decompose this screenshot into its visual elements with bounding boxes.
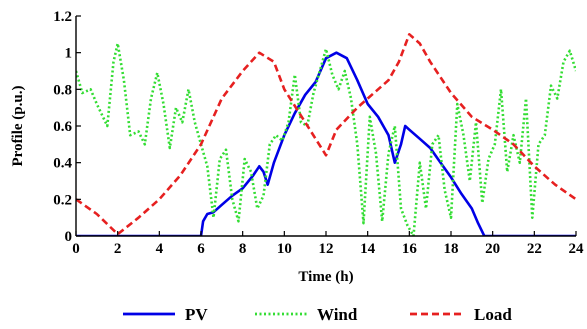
x-tick-label: 18 xyxy=(444,241,459,257)
x-tick-label: 8 xyxy=(239,241,247,257)
y-tick-label: 0.4 xyxy=(53,156,72,172)
x-tick-label: 16 xyxy=(402,241,418,257)
x-axis-label: Time (h) xyxy=(298,269,353,285)
legend-label-pv: PV xyxy=(185,305,208,324)
y-tick-label: 0 xyxy=(65,229,73,245)
y-axis-label: Profile (p.u.) xyxy=(10,86,26,167)
x-tick-label: 22 xyxy=(527,241,542,257)
y-tick-label: 1.2 xyxy=(53,9,72,25)
y-tick-label: 0.8 xyxy=(53,82,72,98)
legend-label-wind: Wind xyxy=(317,305,358,324)
y-tick-label: 0.6 xyxy=(53,119,72,135)
x-tick-label: 2 xyxy=(114,241,122,257)
legend-label-load: Load xyxy=(474,305,512,324)
x-tick-label: 4 xyxy=(156,241,164,257)
x-tick-label: 14 xyxy=(360,241,376,257)
x-tick-label: 24 xyxy=(569,241,585,257)
series-line-pv xyxy=(76,51,576,236)
x-tick-label: 0 xyxy=(72,241,80,257)
series-line-wind xyxy=(76,42,576,236)
y-tick-label: 1 xyxy=(65,46,73,62)
axes xyxy=(75,16,576,237)
legend: PV Wind Load xyxy=(123,305,512,324)
x-tick-label: 12 xyxy=(319,241,334,257)
x-tick-label: 20 xyxy=(485,241,500,257)
y-tick-label: 0.2 xyxy=(53,192,72,208)
series-line-load xyxy=(76,33,576,236)
x-tick-label: 6 xyxy=(197,241,205,257)
series-layer xyxy=(76,33,576,236)
x-tick-label: 10 xyxy=(277,241,292,257)
